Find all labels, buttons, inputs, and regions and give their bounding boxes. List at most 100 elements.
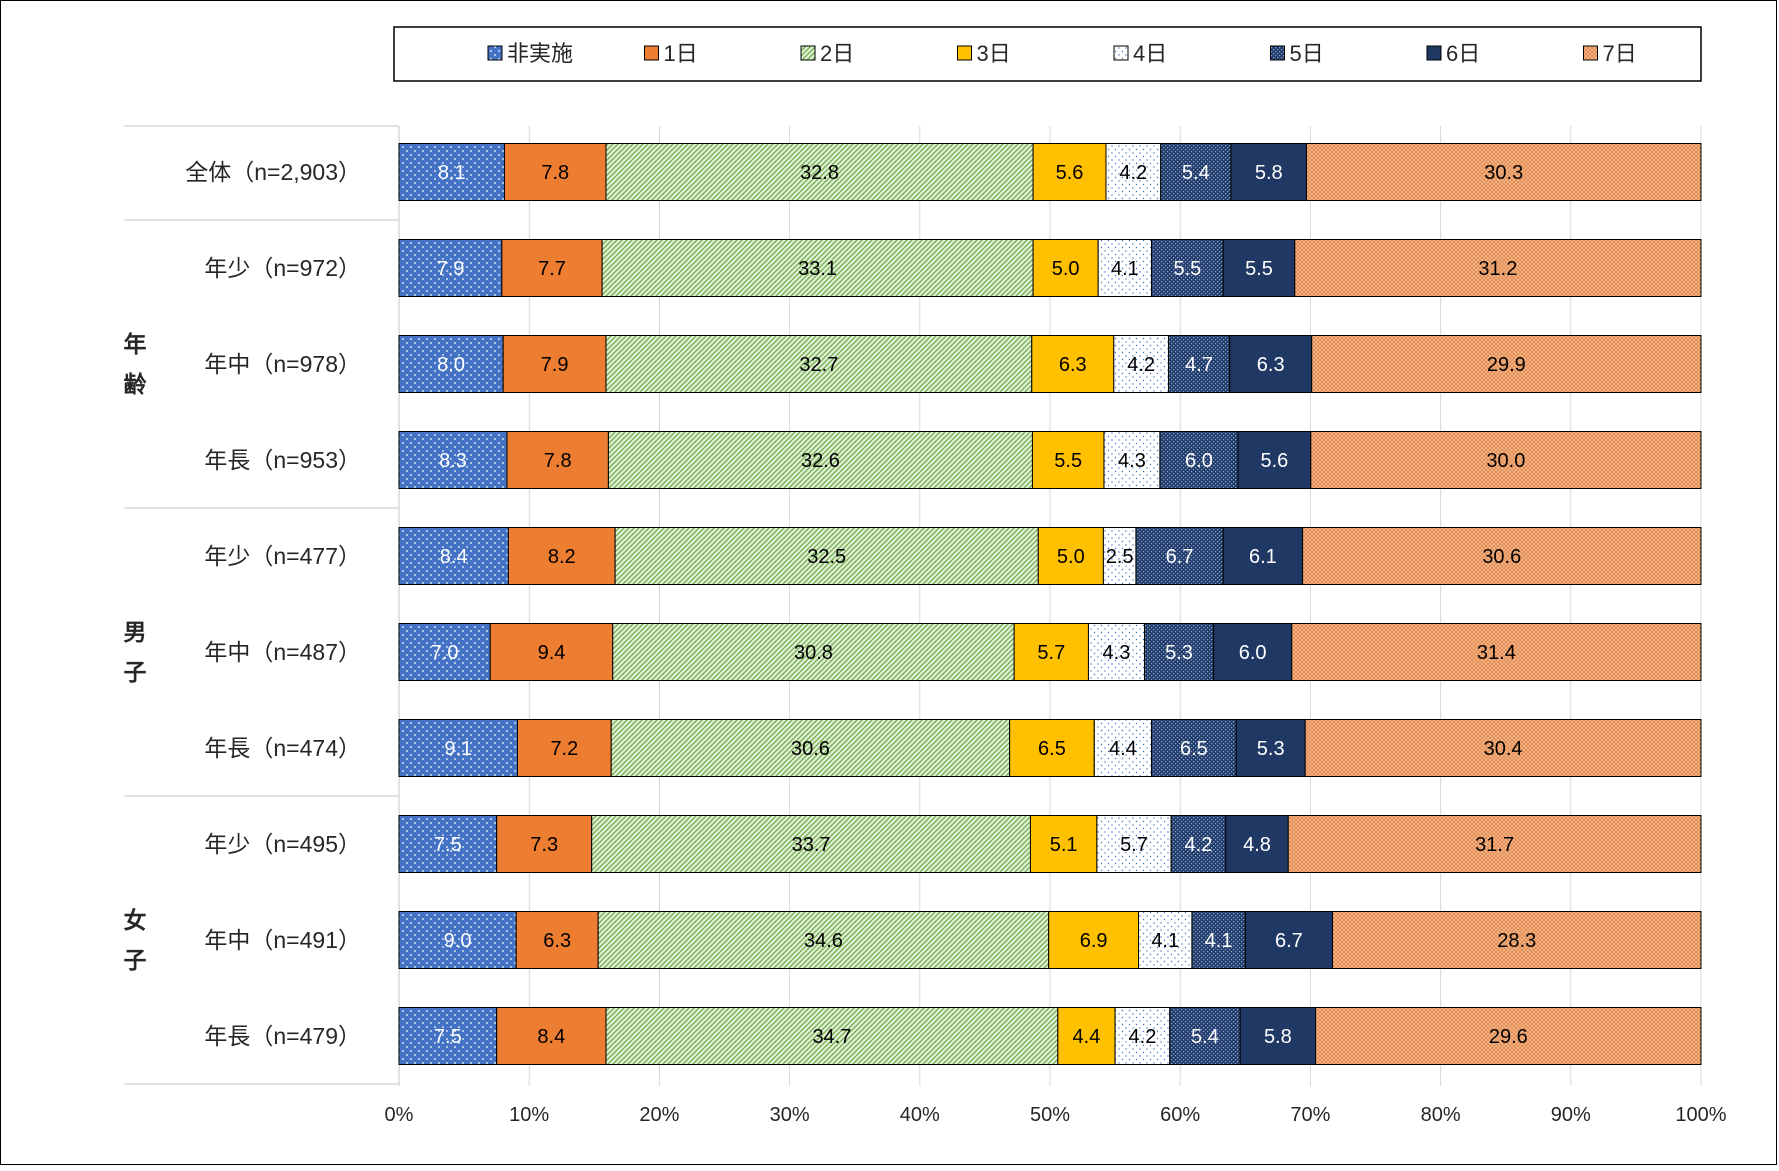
bar-value-label: 6.3 — [1257, 354, 1285, 376]
legend-label: 4日 — [1133, 41, 1167, 66]
bar-segment — [506, 431, 609, 489]
bar-value-label: 4.1 — [1111, 258, 1139, 280]
x-tick-label: 70% — [1290, 1104, 1330, 1126]
bar-value-label: 5.4 — [1191, 1026, 1219, 1048]
group-label: 年齢 — [124, 331, 147, 397]
bar-segment — [1294, 239, 1702, 297]
bar-value-label: 30.8 — [794, 642, 833, 664]
bar-segment — [398, 431, 508, 489]
bar-segment — [1225, 815, 1289, 873]
bar-segment — [1087, 623, 1145, 681]
bar-value-label: 4.8 — [1243, 834, 1271, 856]
category-label: 年少（n=495） — [204, 831, 361, 857]
bar-segment — [398, 1007, 498, 1065]
bar-value-label: 6.1 — [1249, 546, 1277, 568]
bar-value-label: 5.0 — [1057, 546, 1085, 568]
bar-value-label: 5.6 — [1260, 450, 1288, 472]
bar-segment — [1213, 623, 1293, 681]
bar-value-label: 5.5 — [1173, 258, 1201, 280]
bar-segment — [607, 431, 1033, 489]
bar-segment — [516, 719, 612, 777]
bar-value-label: 32.5 — [807, 546, 846, 568]
bar-value-label: 5.3 — [1257, 738, 1285, 760]
x-tick-label: 30% — [770, 1104, 810, 1126]
bar-segment — [489, 623, 614, 681]
bar-value-label: 7.8 — [544, 450, 572, 472]
bar-value-label: 5.7 — [1037, 642, 1065, 664]
bar-segment — [1057, 1007, 1116, 1065]
bar-value-label: 32.8 — [800, 162, 839, 184]
bar-value-label: 5.8 — [1255, 162, 1283, 184]
category-label: 年長（n=479） — [204, 1023, 361, 1049]
legend-label: 5日 — [1290, 41, 1324, 66]
bar-segment — [1237, 431, 1312, 489]
bar-segment — [503, 143, 607, 201]
bar-value-label: 31.2 — [1478, 258, 1517, 280]
x-tick-label: 10% — [509, 1104, 549, 1126]
bar-value-label: 6.7 — [1275, 930, 1303, 952]
bar-value-label: 8.0 — [437, 354, 465, 376]
legend-label: 非実施 — [507, 41, 573, 66]
bar-value-label: 32.7 — [799, 354, 838, 376]
bar-segment — [1160, 143, 1232, 201]
bar-segment — [398, 815, 498, 873]
bar-value-label: 7.7 — [538, 258, 566, 280]
bar-segment — [1151, 719, 1237, 777]
bar-value-label: 4.3 — [1103, 642, 1131, 664]
bar-value-label: 29.9 — [1487, 354, 1526, 376]
bar-segment — [1009, 719, 1095, 777]
bar-value-label: 7.5 — [434, 834, 462, 856]
bar-segment — [501, 239, 603, 297]
bar-value-label: 8.1 — [438, 162, 466, 184]
bar-value-label: 9.4 — [538, 642, 566, 664]
bar-segment — [1031, 431, 1105, 489]
bar-segment — [398, 623, 491, 681]
category-label: 年長（n=953） — [204, 447, 361, 473]
bar-value-label: 5.3 — [1165, 642, 1193, 664]
bar-value-label: 6.0 — [1239, 642, 1267, 664]
bar-segment — [610, 719, 1011, 777]
category-label: 年中（n=978） — [204, 351, 361, 377]
bar-value-label: 5.5 — [1245, 258, 1273, 280]
bar-segment — [1113, 335, 1169, 393]
bar-value-label: 5.7 — [1120, 834, 1148, 856]
bar-value-label: 7.8 — [541, 162, 569, 184]
bar-value-label: 8.3 — [439, 450, 467, 472]
bar-segment — [496, 1007, 607, 1065]
bar-value-label: 31.4 — [1477, 642, 1516, 664]
category-label: 年中（n=487） — [204, 639, 361, 665]
bar-segment — [398, 239, 503, 297]
bar-segment — [1287, 815, 1702, 873]
bar-value-label: 7.9 — [541, 354, 569, 376]
bar-segment — [1138, 911, 1193, 969]
bar-segment — [605, 143, 1034, 201]
legend-label: 1日 — [664, 41, 698, 66]
legend-label: 6日 — [1446, 41, 1480, 66]
legend-label: 2日 — [820, 41, 854, 66]
bar-value-label: 4.2 — [1129, 1026, 1157, 1048]
bar-value-label: 6.3 — [543, 930, 571, 952]
bar-segment — [1037, 527, 1104, 585]
x-tick-label: 40% — [900, 1104, 940, 1126]
bar-segment — [1332, 911, 1702, 969]
bar-value-label: 4.4 — [1073, 1026, 1101, 1048]
bar-value-label: 6.5 — [1180, 738, 1208, 760]
category-label: 年長（n=474） — [204, 735, 361, 761]
group-label: 女子 — [124, 907, 147, 973]
legend-swatch — [957, 45, 972, 61]
bar-value-label: 34.6 — [804, 930, 843, 952]
bar-value-label: 5.5 — [1054, 450, 1082, 472]
bar-segment — [1305, 143, 1702, 201]
bar-value-label: 4.2 — [1127, 354, 1155, 376]
bar-segment — [1235, 719, 1306, 777]
bar-segment — [398, 911, 517, 969]
bar-value-label: 7.5 — [434, 1026, 462, 1048]
group-label: 男子 — [124, 619, 147, 685]
bar-value-label: 7.2 — [550, 738, 578, 760]
bar-segment — [1310, 431, 1702, 489]
bar-segment — [1315, 1007, 1702, 1065]
bar-segment — [1048, 911, 1140, 969]
bar-value-label: 9.1 — [444, 738, 472, 760]
bar-segment — [1029, 815, 1098, 873]
